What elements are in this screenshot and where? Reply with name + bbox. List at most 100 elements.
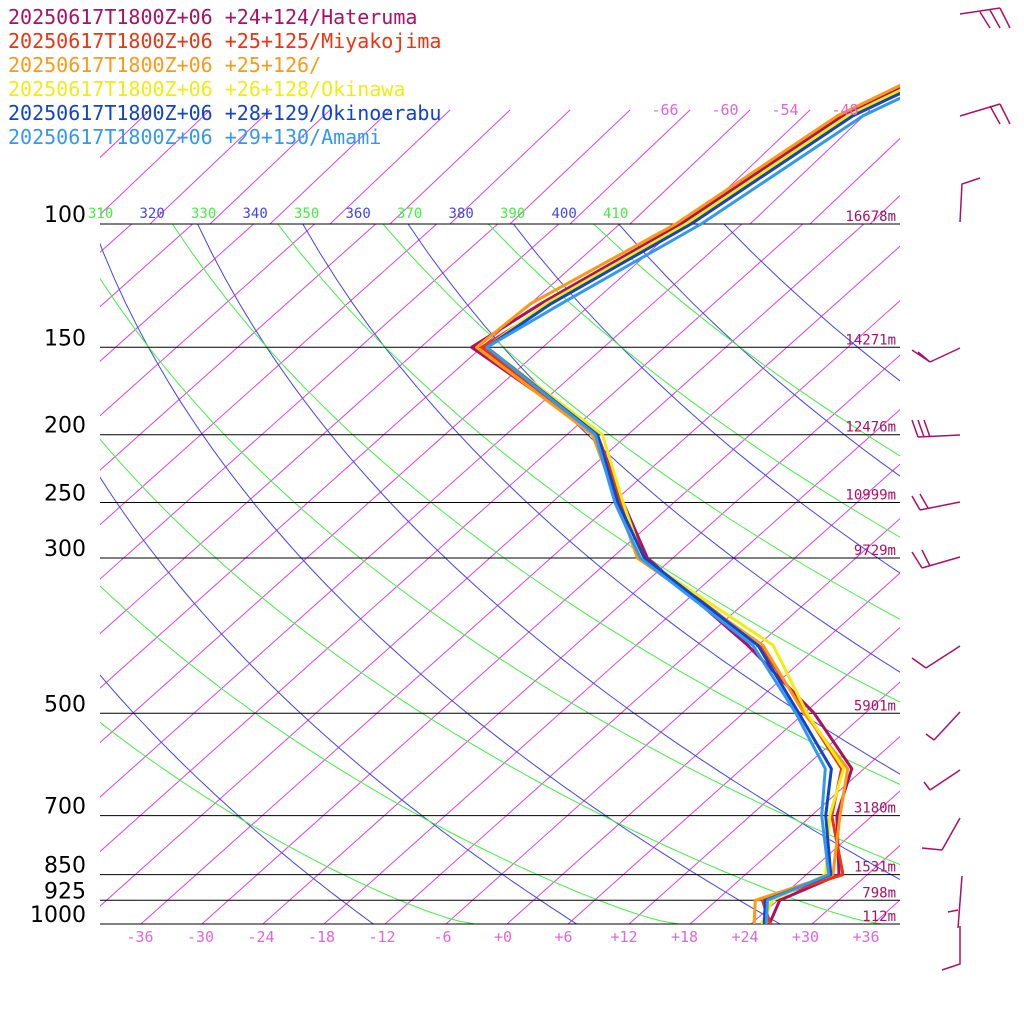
isotherm-line <box>100 224 316 417</box>
isotherm-lines <box>100 224 900 924</box>
profile-line-5 <box>485 96 900 924</box>
theta-label: 330 <box>191 206 216 222</box>
isotherm-line <box>750 790 900 924</box>
legend-item-1: 20250617T1800Z+06 +25+125/Miyakojima <box>8 29 441 53</box>
upper-isotherm-line <box>809 137 900 225</box>
temp-tick: -6 <box>433 928 451 946</box>
upper-isotherm-line <box>449 109 571 225</box>
isotherm-line <box>384 463 900 924</box>
upper-isotherm-line <box>930 110 1024 224</box>
theta-label: 360 <box>346 206 371 222</box>
axis-labels: 100 16678m 150 14271m 200 12476m 250 10999m 300 9… <box>30 101 896 946</box>
wind-barb <box>923 769 961 791</box>
isotherm-line <box>201 300 900 924</box>
theta-label: 340 <box>243 206 268 222</box>
theta-label: 400 <box>552 206 577 222</box>
isotherm-line <box>100 224 682 744</box>
wind-barb <box>959 103 1011 125</box>
height-label-500: 5901m <box>854 698 896 714</box>
wind-barb <box>911 419 961 438</box>
pressure-label-100: 100 <box>44 203 86 228</box>
upper-isotherm-line <box>509 109 631 225</box>
isotherm-line <box>872 899 900 924</box>
height-label-925: 798m <box>862 885 896 901</box>
theta-label: 410 <box>603 206 628 222</box>
pressure-label-300: 300 <box>44 537 86 562</box>
isotherm-line <box>100 224 193 308</box>
pressure-label-700: 700 <box>44 795 86 820</box>
isotherm-line <box>100 224 377 471</box>
wind-barb <box>959 177 981 223</box>
theta-label: 320 <box>140 206 165 222</box>
isotherm-line <box>100 224 743 798</box>
wind-barb <box>921 817 961 851</box>
isotherm-line <box>100 224 438 526</box>
isotherm-line <box>689 735 900 924</box>
upper-isotherm-label: -66 <box>651 101 678 119</box>
isotherm-line <box>140 245 900 924</box>
profile-line-2 <box>475 83 900 924</box>
height-label-850: 1531m <box>854 860 896 876</box>
temperature-profiles <box>470 83 900 924</box>
temp-tick: +12 <box>610 928 637 946</box>
pressure-label-150: 150 <box>44 326 86 351</box>
temp-tick: +36 <box>852 928 879 946</box>
upper-isotherm-line <box>100 109 151 159</box>
temp-tick: -30 <box>187 928 214 946</box>
upper-isotherm-line <box>869 194 900 225</box>
isotherm-line <box>811 844 900 924</box>
wind-barb <box>911 493 961 511</box>
theta-label: 310 <box>88 206 113 222</box>
height-label-150: 14271m <box>845 332 896 348</box>
theta-label: 390 <box>500 206 525 222</box>
legend-item-0: 20250617T1800Z+06 +24+124/Hateruma <box>8 5 417 29</box>
isotherm-line <box>323 408 900 924</box>
temp-tick: +30 <box>792 928 819 946</box>
temp-tick: +24 <box>731 928 758 946</box>
isotherm-line <box>506 572 900 924</box>
height-label-300: 9729m <box>854 543 896 559</box>
isotherm-line <box>628 681 900 924</box>
legend-item-4: 20250617T1800Z+06 +28+129/Okinoerabu <box>8 101 441 125</box>
upper-isotherm-line <box>149 109 271 225</box>
upper-isotherm-label: -48 <box>831 101 858 119</box>
theta-label: 350 <box>294 206 319 222</box>
height-label-700: 3180m <box>854 801 896 817</box>
legend-item-3: 20250617T1800Z+06 +26+128/Okinawa <box>8 77 405 101</box>
legend-item-5: 20250617T1800Z+06 +29+130/Amami <box>8 125 381 149</box>
upper-isotherm-label: -60 <box>711 101 738 119</box>
temp-tick: -36 <box>126 928 153 946</box>
height-label-100: 16678m <box>845 209 896 225</box>
upper-isotherm-label: -54 <box>771 101 798 119</box>
upper-isotherm-line <box>389 109 511 225</box>
moist-adiabat <box>382 224 900 620</box>
wind-barb <box>911 645 961 669</box>
moist-adiabat <box>100 277 900 866</box>
pressure-label-500: 500 <box>44 692 86 717</box>
theta-label: 370 <box>397 206 422 222</box>
upper-isotherm-line <box>209 109 331 225</box>
profile-line-0 <box>470 86 900 924</box>
upper-isotherm-line <box>990 110 1024 224</box>
upper-isotherm-line <box>269 109 391 225</box>
height-label-200: 12476m <box>845 420 896 436</box>
isotherm-line <box>100 224 499 580</box>
moist-adiabat <box>171 224 900 786</box>
temp-tick: +0 <box>494 928 512 946</box>
temp-tick: -18 <box>308 928 335 946</box>
wind-barb <box>911 549 961 569</box>
dry-adiabat <box>100 242 781 924</box>
upper-isotherm-line <box>569 109 691 225</box>
dry-adiabat <box>723 224 900 382</box>
moist-adiabat <box>100 585 679 924</box>
wind-barb <box>959 7 1011 29</box>
wind-barb <box>911 347 961 363</box>
isotherm-line <box>262 354 900 924</box>
pressure-label-850: 850 <box>44 854 86 879</box>
wind-barbs <box>911 7 1011 971</box>
moist-adiabat <box>487 224 900 538</box>
profile-line-3 <box>485 88 900 924</box>
upper-isotherm-line <box>749 109 871 225</box>
height-label-250: 10999m <box>845 488 896 504</box>
